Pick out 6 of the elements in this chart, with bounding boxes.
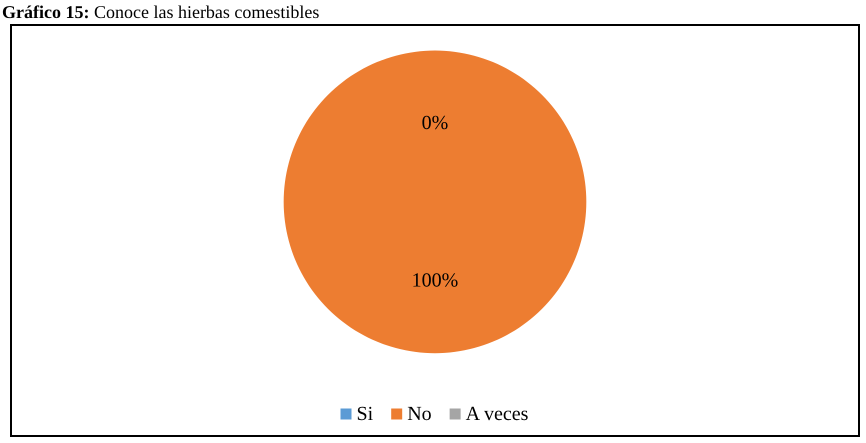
- chart-title: Gráfico 15: Conoce las hierbas comestibles: [2, 2, 320, 23]
- legend-label: No: [407, 403, 432, 425]
- legend-label: Si: [356, 403, 374, 425]
- text: 0%: [422, 112, 448, 134]
- data-label: 100%: [412, 270, 458, 292]
- legend-label: A veces: [466, 403, 529, 425]
